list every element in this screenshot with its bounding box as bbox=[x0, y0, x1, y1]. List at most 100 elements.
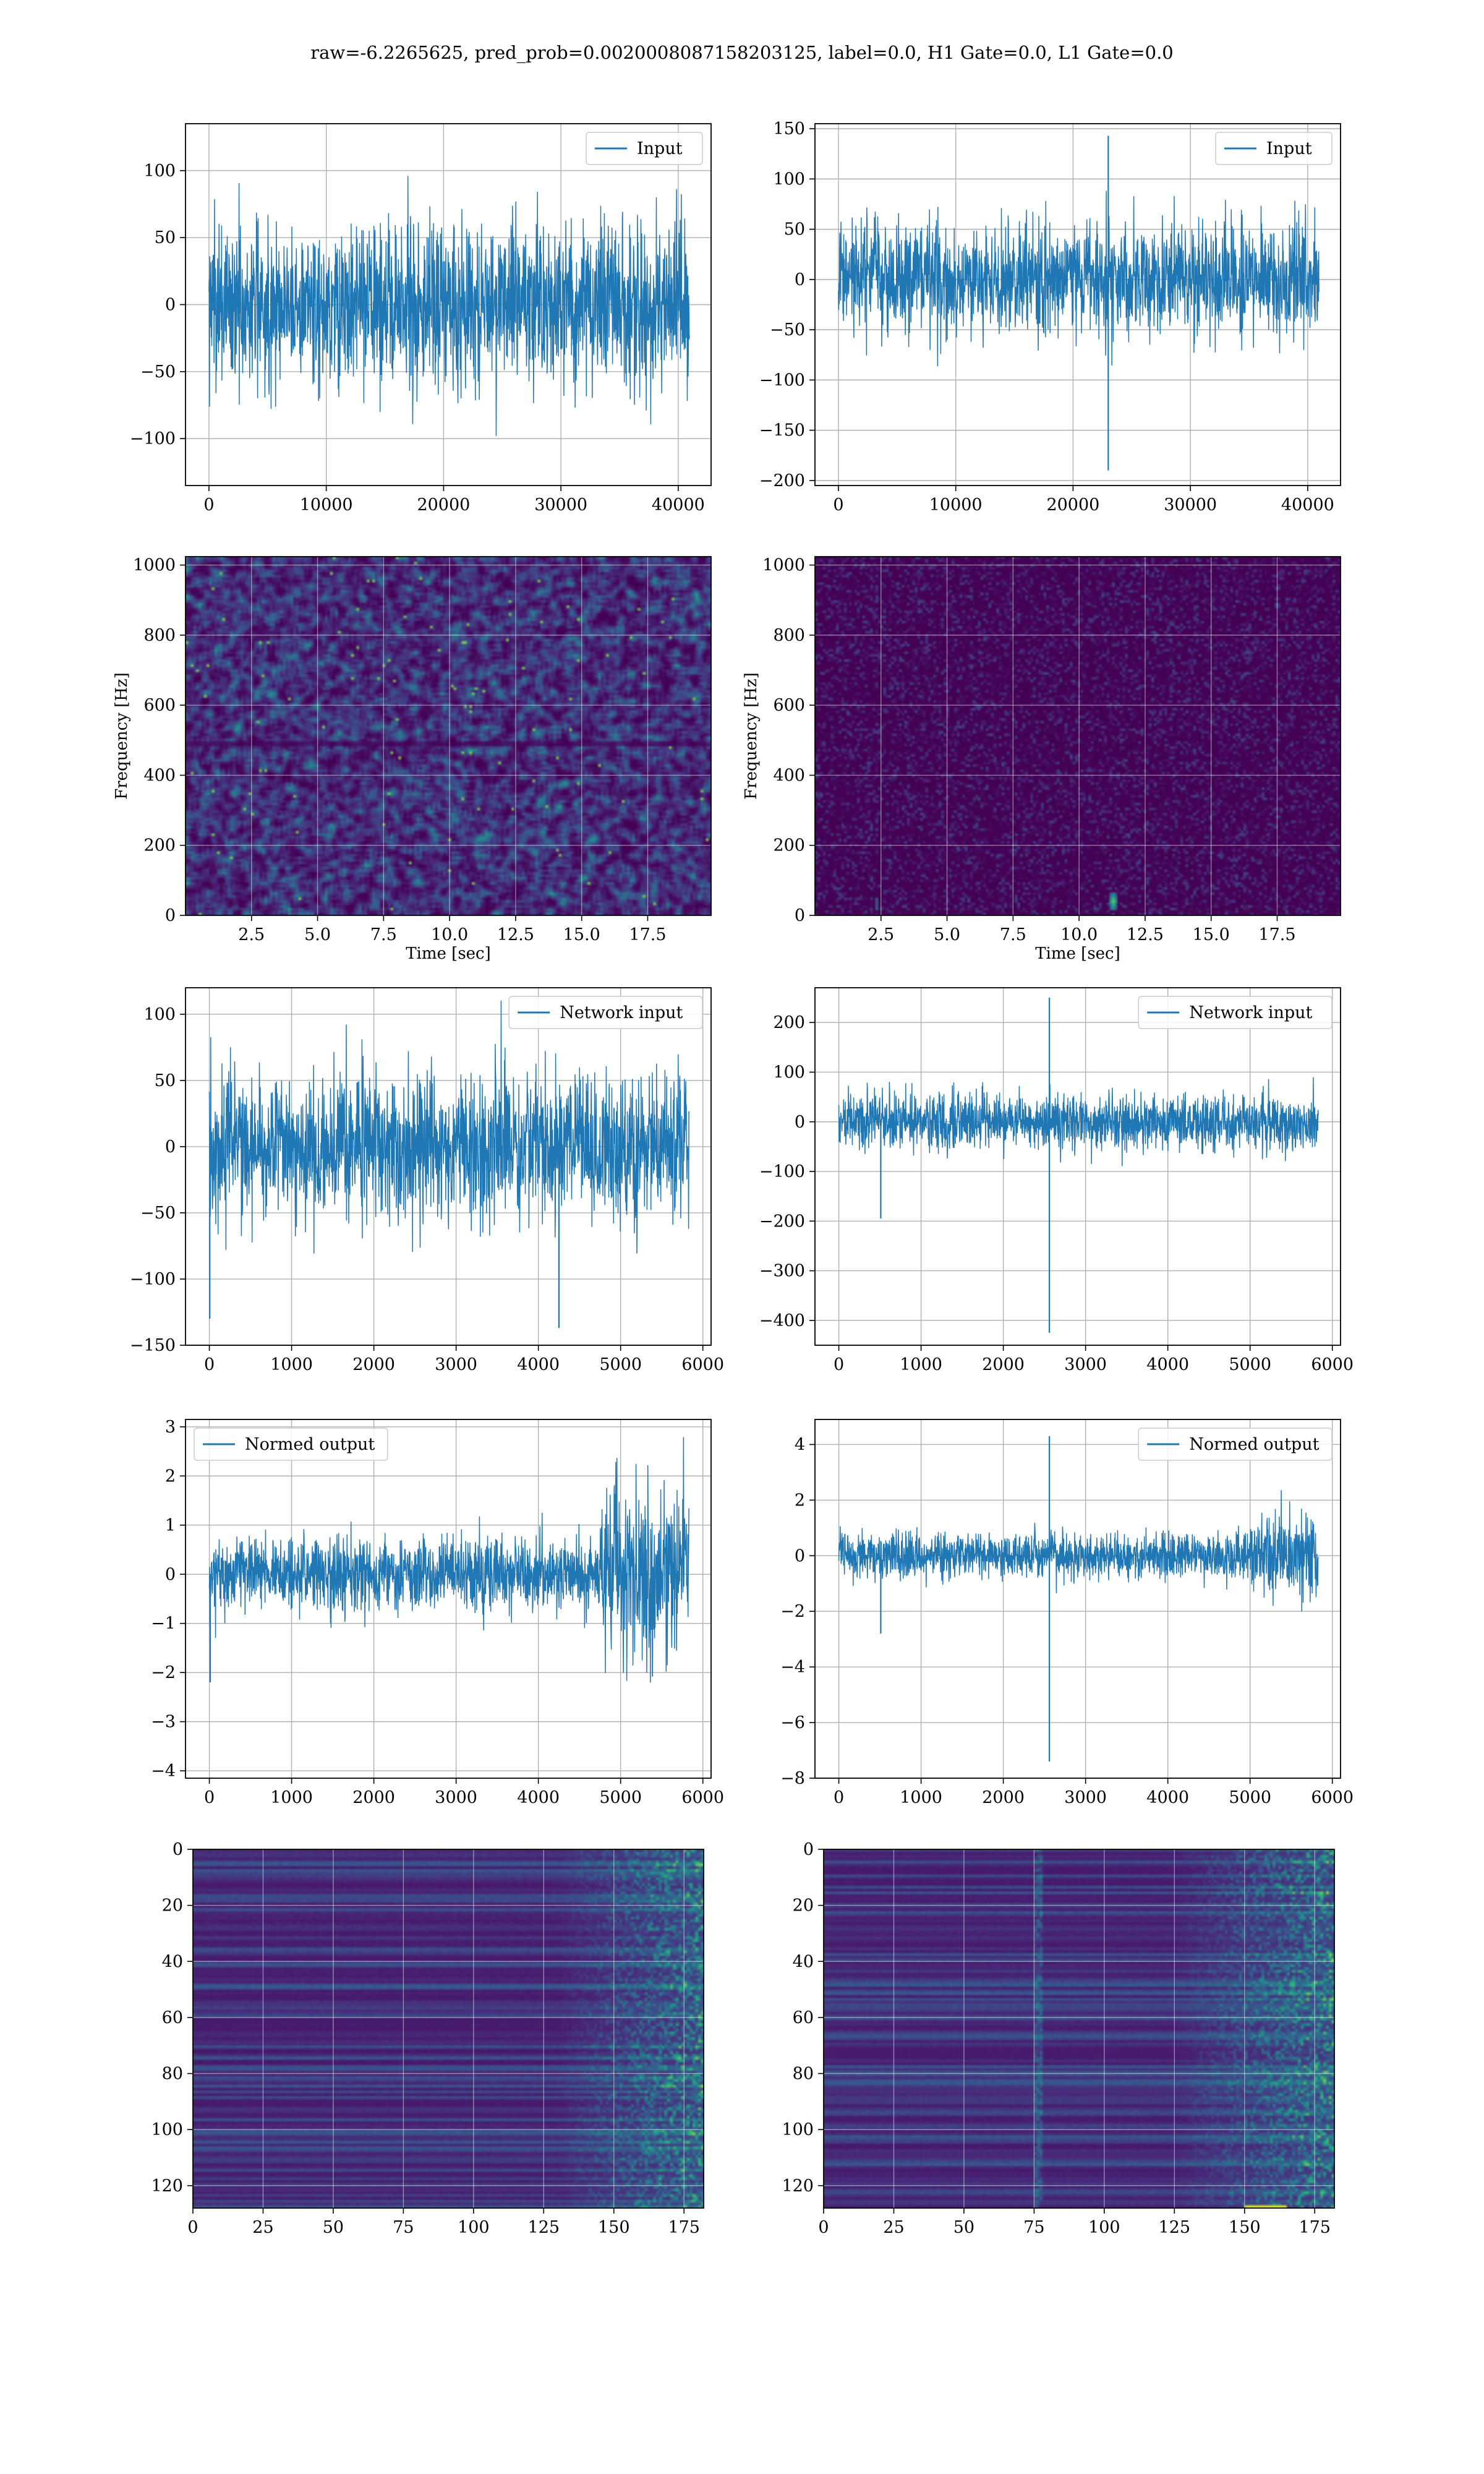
y-tick-label: −50 bbox=[770, 320, 805, 340]
x-tick-label: 4000 bbox=[1146, 1788, 1189, 1807]
heatmap-image bbox=[815, 557, 1341, 915]
y-tick-label: −2 bbox=[780, 1602, 805, 1621]
x-tick-label: 40000 bbox=[652, 495, 705, 515]
y-tick-label: 600 bbox=[143, 696, 176, 715]
y-tick-label: 2 bbox=[795, 1491, 805, 1510]
axes-frame bbox=[814, 123, 1341, 486]
x-tick-label: 75 bbox=[1023, 2218, 1044, 2237]
legend-label: Input bbox=[1266, 139, 1312, 158]
axes-frame bbox=[823, 1849, 1335, 2209]
axes-frame bbox=[814, 556, 1341, 916]
y-tick-label: −8 bbox=[780, 1769, 805, 1788]
y-tick-label: 60 bbox=[793, 2008, 814, 2027]
x-tick-label: 175 bbox=[1298, 2218, 1331, 2237]
x-tick-label: 20000 bbox=[1046, 495, 1099, 515]
y-tick-label: −6 bbox=[780, 1713, 805, 1732]
x-tick-label: 12.5 bbox=[1127, 925, 1164, 944]
legend-label: Normed output bbox=[1189, 1435, 1319, 1454]
heatmap-image bbox=[824, 1849, 1334, 2208]
x-tick-label: 2000 bbox=[352, 1788, 395, 1807]
chart-input-h1: 0 10000 20000 30000 40000 −100 −50 0 50 100 Input bbox=[130, 123, 712, 515]
x-tick-label: 1000 bbox=[270, 1355, 313, 1374]
axes-frame bbox=[814, 987, 1341, 1346]
y-axis-label: Frequency [Hz] bbox=[742, 672, 761, 800]
x-tick-label: 0 bbox=[818, 2218, 829, 2237]
y-tick-label: 0 bbox=[165, 296, 176, 315]
legend-box bbox=[1138, 996, 1333, 1029]
y-tick-label: 100 bbox=[773, 169, 805, 189]
y-tick-label: 100 bbox=[143, 1005, 176, 1024]
y-tick-label: 1000 bbox=[762, 556, 805, 575]
y-tick-label: −200 bbox=[759, 471, 805, 490]
y-tick-label: −100 bbox=[130, 429, 176, 448]
x-tick-label: 17.5 bbox=[629, 925, 666, 944]
legend-box bbox=[508, 996, 703, 1029]
y-tick-label: −50 bbox=[140, 362, 176, 382]
legend-label: Normed output bbox=[245, 1435, 375, 1454]
x-tick-label: 20000 bbox=[417, 495, 470, 515]
x-tick-label: 2000 bbox=[352, 1355, 395, 1374]
y-tick-label: 0 bbox=[795, 1546, 805, 1565]
x-tick-label: 3000 bbox=[435, 1788, 477, 1807]
x-tick-label: 50 bbox=[323, 2218, 344, 2237]
y-tick-label: 400 bbox=[143, 766, 176, 785]
y-tick-label: 80 bbox=[793, 2065, 814, 2084]
x-tick-label: 5000 bbox=[1229, 1355, 1271, 1374]
series-line bbox=[838, 1077, 1319, 1166]
x-tick-label: 25 bbox=[252, 2218, 273, 2237]
y-tick-label: 150 bbox=[773, 119, 805, 139]
y-tick-label: −150 bbox=[130, 1336, 176, 1355]
legend-box bbox=[586, 132, 703, 165]
y-tick-label: 0 bbox=[795, 1113, 805, 1132]
x-tick-label: 100 bbox=[458, 2218, 490, 2237]
axes-frame bbox=[185, 556, 712, 916]
x-tick-label: 3000 bbox=[435, 1355, 477, 1374]
x-tick-label: 5000 bbox=[599, 1355, 642, 1374]
y-tick-label: 20 bbox=[162, 1896, 183, 1915]
y-tick-label: 200 bbox=[773, 836, 805, 855]
x-tick-label: 25 bbox=[883, 2218, 904, 2237]
x-tick-label: 7.5 bbox=[1000, 925, 1026, 944]
x-tick-label: 5000 bbox=[599, 1788, 642, 1807]
y-tick-label: 0 bbox=[165, 906, 176, 925]
x-tick-label: 30000 bbox=[534, 495, 587, 515]
legend-box bbox=[1138, 1427, 1333, 1461]
x-tick-label: 0 bbox=[187, 2218, 198, 2237]
x-tick-label: 10000 bbox=[929, 495, 983, 515]
legend-box bbox=[194, 1427, 388, 1461]
series-line bbox=[208, 1000, 689, 1254]
x-axis-label: Time [sec] bbox=[1035, 944, 1120, 963]
y-tick-label: 1 bbox=[165, 1516, 176, 1535]
x-tick-label: 6000 bbox=[1311, 1355, 1354, 1374]
x-tick-label: 6000 bbox=[681, 1788, 724, 1807]
chart-net-l1: 0 1000 2000 3000 4000 5000 6000−400−300−200−10… bbox=[759, 987, 1354, 1374]
x-tick-label: 100 bbox=[1088, 2218, 1120, 2237]
y-tick-label: 3 bbox=[165, 1418, 176, 1437]
x-tick-label: 4000 bbox=[517, 1355, 560, 1374]
y-tick-label: 50 bbox=[155, 228, 176, 247]
x-tick-label: 2000 bbox=[982, 1355, 1025, 1374]
chart-input-l1: 0 10000 20000 30000 40000 −200 −150 −100 −50 0 50 1… bbox=[759, 119, 1341, 515]
x-tick-label: 150 bbox=[598, 2218, 630, 2237]
y-tick-label: −50 bbox=[140, 1204, 176, 1223]
y-tick-label: 120 bbox=[151, 2177, 183, 2196]
y-axis-label: Frequency [Hz] bbox=[113, 672, 131, 800]
x-tick-label: 1000 bbox=[270, 1788, 313, 1807]
x-tick-label: 10000 bbox=[300, 495, 353, 515]
y-tick-label: 0 bbox=[165, 1137, 176, 1157]
y-tick-label: −150 bbox=[759, 421, 805, 440]
x-tick-label: 12.5 bbox=[497, 925, 534, 944]
y-tick-label: 100 bbox=[773, 1063, 805, 1082]
y-tick-label: 400 bbox=[773, 766, 805, 785]
legend-label: Input bbox=[637, 139, 683, 158]
axes-frame bbox=[185, 1419, 712, 1779]
legend-box bbox=[1215, 132, 1333, 165]
y-tick-label: 0 bbox=[803, 1840, 814, 1859]
x-tick-label: 7.5 bbox=[370, 925, 397, 944]
legend-label: Network input bbox=[560, 1003, 683, 1022]
y-tick-label: 1000 bbox=[133, 556, 176, 575]
y-tick-label: 0 bbox=[795, 906, 805, 925]
chart-out-l1: 0 1000 2000 3000 4000 5000 6000 −8 −6 −4 −2 0 2 4 Norm… bbox=[780, 1419, 1354, 1807]
y-tick-label: −4 bbox=[780, 1658, 805, 1677]
axes-frame bbox=[185, 987, 712, 1346]
